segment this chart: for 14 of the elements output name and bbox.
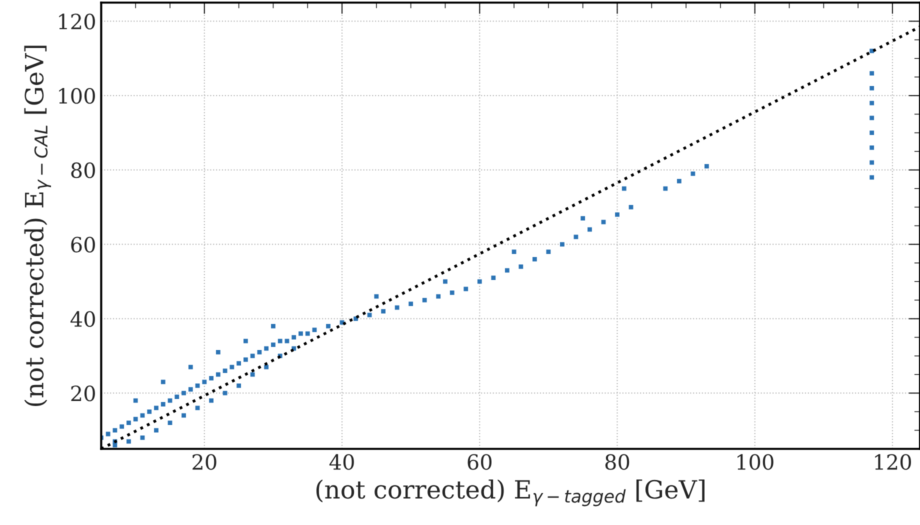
- x-tick-label: 80: [605, 454, 630, 470]
- y-tick-label: 20: [71, 386, 95, 402]
- y-tick-label: 40: [70, 311, 95, 327]
- x-tick-label: 120: [875, 454, 911, 470]
- x-axis-title: (not corrected) E$_{γ−tagged}$ [GeV]: [316, 479, 704, 506]
- y-axis-title: (not corrected) E$_{γ−CAL}$ [GeV]: [24, 46, 52, 406]
- y-tick-label: 100: [59, 88, 95, 104]
- y-tick-label: 80: [71, 162, 95, 178]
- x-tick-label: 60: [468, 454, 492, 470]
- x-tick-label: 40: [329, 454, 354, 470]
- x-tick-label: 20: [192, 454, 216, 470]
- y-tick-label: 60: [71, 236, 95, 253]
- y-tick-label: 120: [59, 14, 95, 30]
- x-tick-label: 100: [738, 454, 774, 470]
